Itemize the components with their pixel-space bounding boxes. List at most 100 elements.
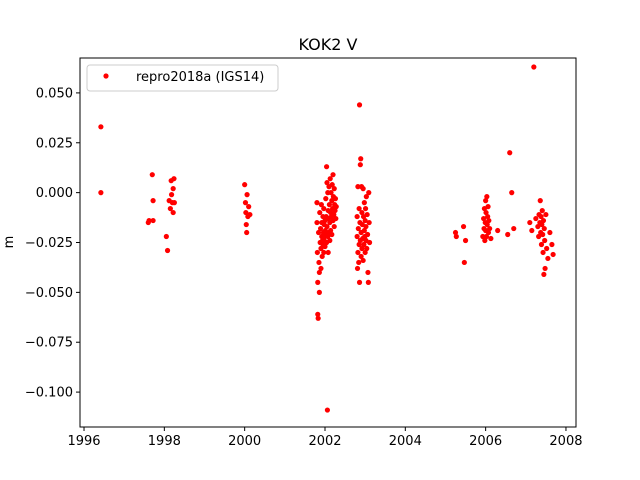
data-point — [322, 243, 328, 250]
data-point — [365, 269, 371, 276]
data-point — [243, 221, 249, 228]
data-point — [319, 253, 325, 260]
data-point — [495, 227, 501, 234]
data-point — [540, 217, 547, 224]
data-point — [355, 225, 361, 232]
data-point — [364, 245, 370, 252]
data-point — [359, 245, 365, 252]
data-point — [326, 202, 333, 208]
data-point — [242, 182, 248, 188]
data-point — [481, 215, 487, 222]
data-point — [485, 229, 492, 236]
data-point — [167, 205, 173, 212]
data-point — [362, 217, 368, 224]
y-tick-label: 0.050 — [36, 86, 73, 101]
data-point — [358, 156, 364, 162]
data-point — [327, 176, 333, 182]
data-point — [540, 249, 546, 256]
data-point — [327, 237, 333, 244]
data-points — [98, 64, 556, 413]
data-point — [325, 249, 331, 256]
data-point — [539, 207, 545, 214]
data-point — [527, 219, 533, 226]
x-tick-label: 2002 — [308, 434, 341, 449]
data-point — [541, 225, 547, 232]
data-point — [355, 249, 361, 256]
data-point — [317, 225, 324, 232]
data-point — [366, 190, 372, 196]
data-point — [509, 190, 515, 196]
data-point — [328, 190, 334, 196]
data-point — [545, 255, 551, 262]
data-point — [356, 205, 362, 212]
y-tick-label: −0.075 — [25, 336, 73, 351]
legend-box — [86, 64, 279, 92]
data-point — [541, 271, 547, 278]
data-point — [164, 247, 171, 254]
data-point — [538, 213, 544, 220]
data-point — [547, 229, 553, 236]
data-point — [357, 162, 363, 168]
y-tick-label: −0.100 — [25, 386, 73, 401]
data-point — [364, 211, 370, 218]
legend: repro2018a (IGS14) — [86, 64, 279, 92]
data-point — [360, 186, 366, 192]
data-point — [511, 225, 517, 232]
legend-marker — [103, 73, 109, 79]
data-point — [171, 176, 177, 182]
data-point — [315, 315, 321, 321]
data-point — [356, 102, 363, 108]
data-point — [453, 233, 459, 240]
data-point — [483, 209, 489, 216]
data-point — [331, 186, 337, 192]
data-point — [354, 265, 361, 272]
data-point — [170, 186, 176, 192]
data-point — [537, 198, 543, 204]
data-point — [317, 209, 323, 216]
data-point — [333, 204, 339, 210]
data-point — [315, 311, 321, 317]
data-point — [542, 237, 548, 244]
data-point — [242, 200, 249, 206]
data-point — [98, 124, 104, 130]
data-point — [355, 184, 361, 190]
data-point — [542, 265, 548, 272]
data-point — [360, 257, 366, 264]
x-tick-label: 2008 — [549, 434, 582, 449]
x-tick-label: 1996 — [67, 434, 100, 449]
data-point — [536, 233, 542, 240]
chart-title: KOK2 V — [299, 35, 358, 54]
data-point — [315, 229, 322, 236]
data-point — [324, 407, 330, 413]
data-point — [316, 259, 322, 266]
data-point — [484, 194, 490, 200]
data-point — [362, 205, 369, 212]
data-point — [362, 249, 368, 256]
data-point — [316, 269, 322, 276]
data-point — [460, 223, 467, 230]
data-point — [364, 231, 371, 238]
data-point — [329, 182, 335, 188]
data-point — [244, 192, 250, 198]
data-point — [363, 223, 369, 230]
y-tick-label: 0.025 — [36, 136, 73, 151]
data-point — [356, 241, 362, 248]
data-point — [324, 223, 330, 230]
data-point — [487, 225, 493, 232]
data-point — [318, 265, 324, 272]
data-point — [549, 241, 555, 248]
data-point — [485, 213, 491, 220]
data-point — [462, 237, 469, 244]
x-axis: 1996 1998 2000 2002 2004 2006 2008 — [67, 427, 583, 449]
data-point — [543, 211, 549, 218]
data-point — [146, 217, 152, 224]
x-tick-label: 2006 — [469, 434, 502, 449]
data-point — [316, 289, 322, 295]
data-point — [363, 194, 369, 200]
data-point — [323, 164, 330, 170]
data-point — [365, 279, 371, 285]
data-point — [243, 209, 249, 216]
data-point — [535, 223, 541, 230]
y-tick-label: −0.025 — [25, 236, 73, 251]
